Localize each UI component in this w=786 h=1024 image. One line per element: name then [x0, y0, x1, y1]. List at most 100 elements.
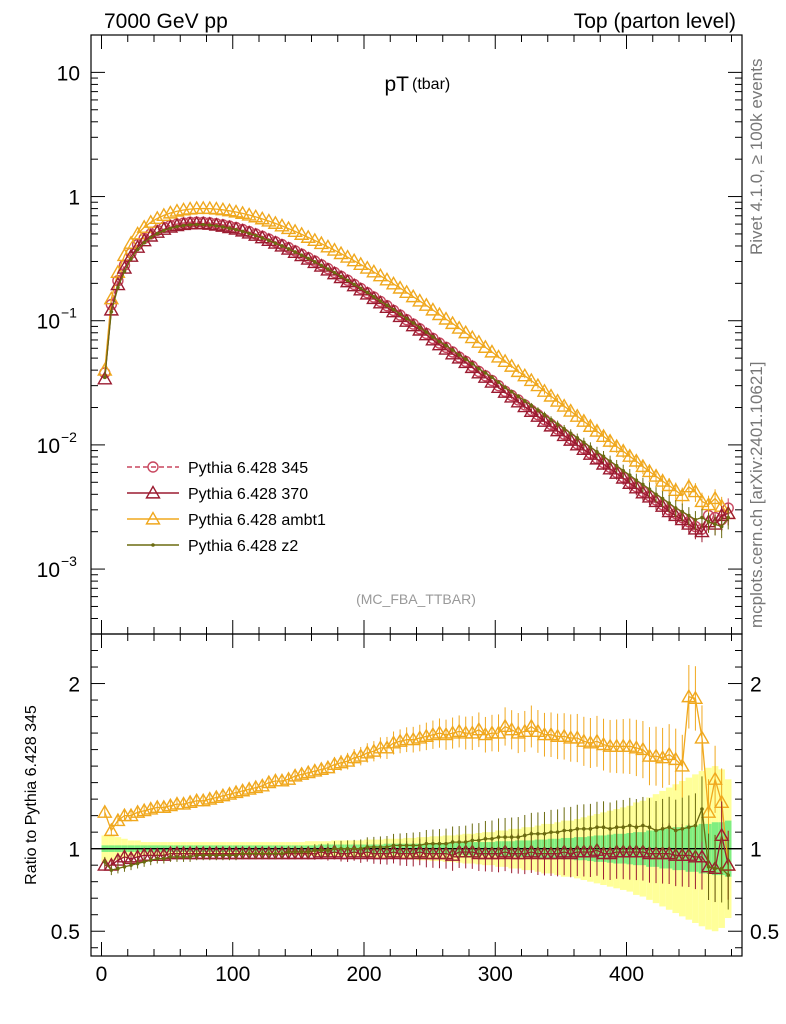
ratio-point — [681, 847, 697, 861]
ratio-point — [517, 723, 533, 738]
data-point — [411, 321, 416, 325]
data-point — [719, 524, 724, 529]
data-point — [536, 383, 553, 397]
ratio-point — [706, 865, 711, 869]
x-tick-label: 200 — [346, 963, 381, 986]
ratio-point — [497, 718, 513, 733]
data-point — [601, 454, 606, 459]
data-point — [312, 260, 317, 264]
data-point — [358, 286, 363, 291]
series-pythia-6-428-ambt1 — [97, 200, 736, 526]
data-point — [463, 357, 468, 361]
ratio-point — [181, 855, 186, 859]
data-point — [431, 306, 448, 321]
header-right-label: Top (parton level) — [574, 10, 736, 33]
ratio-point — [240, 851, 245, 856]
data-point — [536, 408, 540, 412]
data-point — [622, 448, 638, 462]
ratio-point — [687, 690, 704, 704]
data-point — [273, 241, 278, 246]
data-point — [398, 284, 415, 299]
ratio-point — [142, 860, 146, 864]
ratio-point — [425, 726, 441, 741]
ratio-point — [713, 866, 717, 871]
legend-item: Pythia 6.428 370 — [127, 485, 308, 503]
ratio-point — [405, 731, 421, 746]
data-point — [320, 262, 336, 276]
data-point — [162, 205, 179, 219]
data-point — [641, 489, 658, 503]
data-point — [693, 517, 698, 522]
ratio-point — [654, 749, 671, 764]
y-tick-label-exponent: −2 — [61, 429, 77, 445]
ratio-y-tick-label-right: 0.5 — [750, 921, 779, 944]
data-point — [418, 297, 435, 311]
data-point — [490, 375, 494, 380]
data-point — [687, 521, 704, 535]
ratio-point — [102, 860, 107, 864]
ratio-point — [207, 853, 212, 858]
data-point — [214, 224, 219, 228]
legend-swatch-marker — [151, 543, 155, 547]
ratio-point — [575, 827, 580, 831]
data-point — [694, 493, 710, 508]
data-point — [510, 363, 526, 378]
ratio-point — [556, 844, 572, 858]
ratio-point — [129, 863, 133, 867]
ratio-point — [451, 723, 467, 738]
data-point — [116, 285, 120, 290]
ratio-point — [274, 773, 290, 787]
data-point — [319, 263, 324, 268]
data-point — [614, 463, 619, 468]
ratio-point — [490, 845, 507, 860]
legend-label: Pythia 6.428 370 — [188, 486, 308, 503]
data-point — [556, 398, 572, 412]
series-pythia-6-428-370 — [97, 215, 736, 543]
plot-title: pT — [384, 73, 409, 96]
data-point — [706, 520, 711, 524]
data-point — [129, 257, 133, 261]
ratio-point — [405, 845, 421, 860]
data-point — [458, 324, 474, 339]
ratio-point — [339, 753, 356, 767]
legend-item: Pythia 6.428 z2 — [127, 538, 298, 555]
data-point — [464, 329, 480, 344]
ratio-point — [228, 784, 244, 799]
data-point — [471, 364, 487, 379]
ratio-point — [417, 843, 422, 848]
ratio-point — [306, 850, 311, 854]
ratio-point — [143, 801, 159, 815]
data-point — [726, 515, 731, 520]
data-point — [529, 403, 534, 408]
data-point — [549, 417, 553, 422]
data-point — [608, 459, 612, 463]
data-point — [366, 290, 382, 305]
data-point — [687, 483, 704, 498]
data-point — [240, 229, 245, 234]
legend-label: Pythia 6.428 345 — [188, 460, 308, 477]
ratio-point — [162, 856, 166, 861]
data-point — [417, 325, 422, 330]
ratio-y-tick-label-right: 2 — [750, 674, 762, 697]
ratio-point — [582, 735, 599, 749]
data-point — [207, 223, 212, 227]
data-point — [122, 269, 127, 274]
data-point — [622, 475, 638, 489]
data-point — [162, 228, 166, 233]
data-point — [280, 241, 297, 255]
data-point — [228, 204, 244, 218]
rivet-version-label: Rivet 4.1.0, ≥ 100k events — [747, 59, 766, 255]
ratio-point — [221, 853, 225, 858]
ratio-point — [588, 827, 593, 831]
ratio-point — [490, 836, 494, 841]
data-point — [451, 320, 467, 334]
ratio-point — [365, 845, 370, 849]
ratio-point — [267, 851, 271, 856]
ratio-point — [320, 845, 336, 860]
data-point — [680, 509, 685, 514]
legend-item: Pythia 6.428 ambt1 — [127, 511, 326, 529]
data-point — [227, 226, 232, 231]
data-point — [582, 418, 599, 432]
data-point — [274, 218, 290, 232]
legend-swatch-marker — [145, 485, 161, 499]
